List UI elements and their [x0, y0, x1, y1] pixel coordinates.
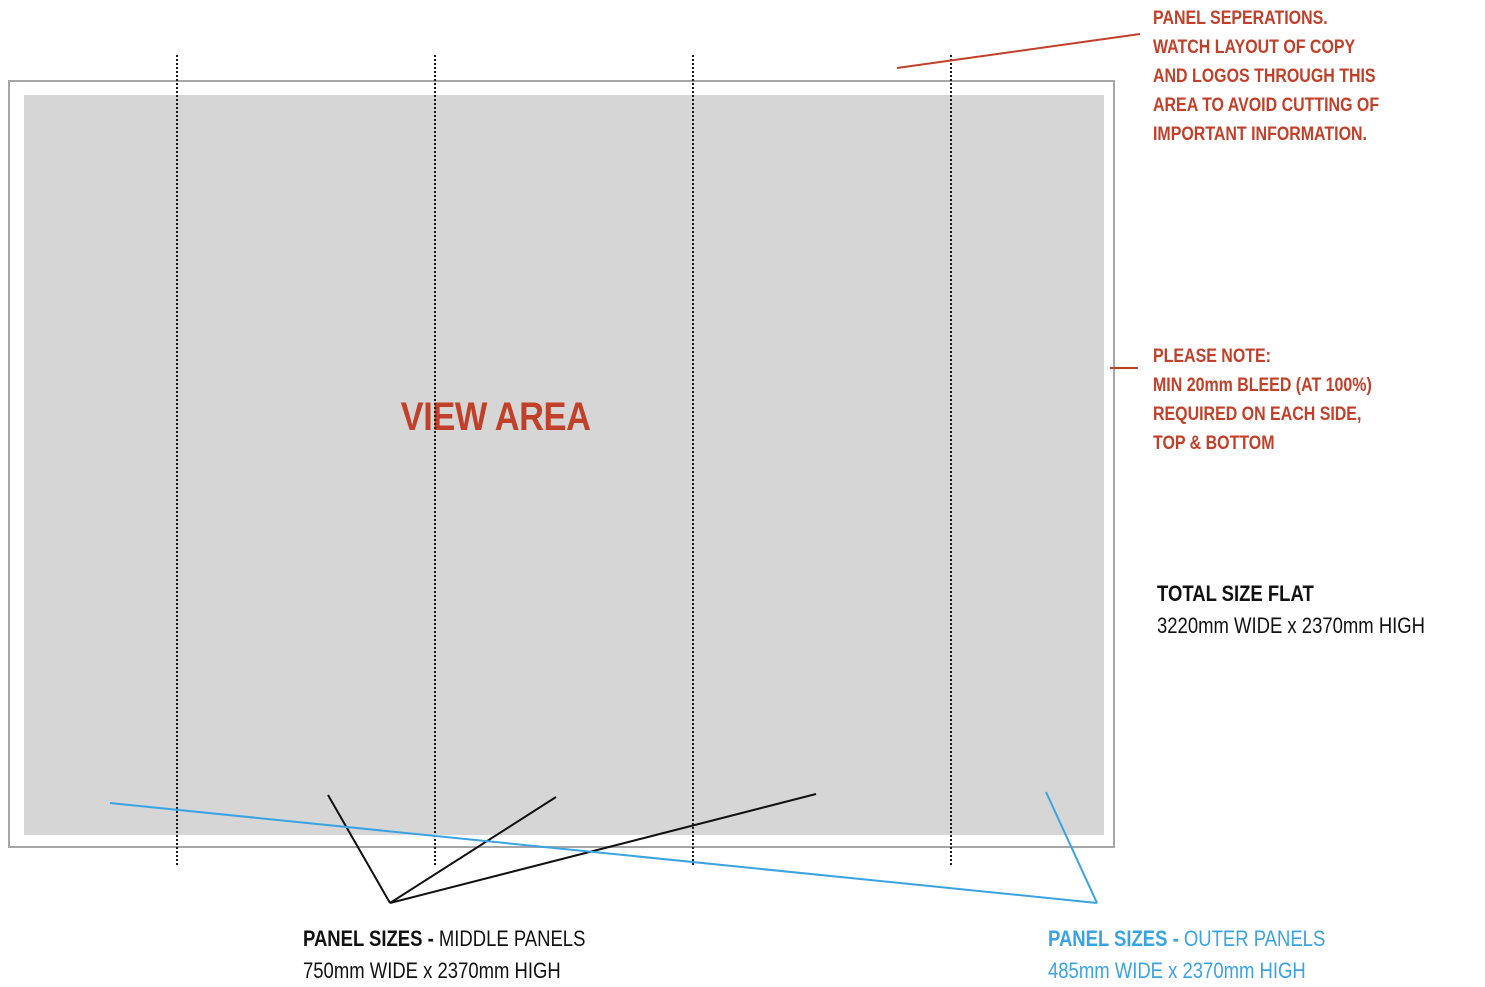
note-line: AND LOGOS THROUGH THIS [1153, 66, 1376, 87]
panel-separation-leader [896, 33, 1141, 69]
note-line: REQUIRED ON EACH SIDE, [1153, 404, 1362, 425]
total-size-note: TOTAL SIZE FLAT 3220mm WIDE x 2370mm HIG… [1157, 578, 1476, 642]
note-line: PLEASE NOTE: [1153, 346, 1271, 367]
panel-separation-line-4 [950, 55, 952, 865]
note-line: TOP & BOTTOM [1153, 433, 1275, 454]
outer-panel-name: OUTER PANELS [1183, 926, 1326, 951]
view-area-label: VIEW AREA [400, 395, 591, 439]
middle-panel-sizes: PANEL SIZES - MIDDLE PANELS 750mm WIDE x… [303, 923, 639, 987]
panel-separation-line-2 [434, 55, 436, 865]
note-line: PANEL SEPERATIONS. [1153, 8, 1328, 29]
outer-panel-heading: PANEL SIZES - OUTER PANELS [1048, 923, 1325, 955]
note-line: AREA TO AVOID CUTTING OF [1153, 95, 1380, 116]
outer-panel-sizes: PANEL SIZES - OUTER PANELS 485mm WIDE x … [1048, 923, 1378, 987]
middle-panel-heading: PANEL SIZES - MIDDLE PANELS [303, 923, 585, 955]
middle-panel-value: 750mm WIDE x 2370mm HIGH [303, 958, 561, 983]
view-area [24, 95, 1104, 835]
panel-separation-line-1 [176, 55, 178, 865]
note-line: MIN 20mm BLEED (AT 100%) [1153, 375, 1372, 396]
panel-separations-note: PANEL SEPERATIONS. WATCH LAYOUT OF COPY … [1153, 4, 1379, 149]
middle-panel-name: MIDDLE PANELS [438, 926, 586, 951]
outer-panel-prefix: PANEL SIZES - [1048, 926, 1184, 951]
total-size-title: TOTAL SIZE FLAT [1157, 581, 1314, 606]
panel-separation-line-3 [692, 55, 694, 865]
note-line: WATCH LAYOUT OF COPY [1153, 37, 1356, 58]
middle-panel-prefix: PANEL SIZES - [303, 926, 439, 951]
total-size-value: 3220mm WIDE x 2370mm HIGH [1157, 613, 1426, 638]
bleed-note: PLEASE NOTE: MIN 20mm BLEED (AT 100%) RE… [1153, 342, 1372, 458]
note-line: IMPORTANT INFORMATION. [1153, 124, 1367, 145]
outer-panel-value: 485mm WIDE x 2370mm HIGH [1048, 958, 1306, 983]
